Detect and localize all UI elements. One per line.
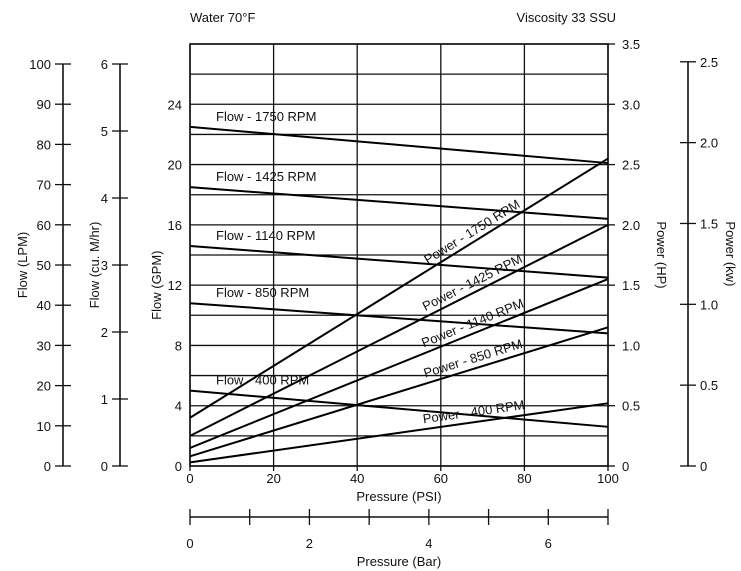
side-scale-tick-label: 4 [101, 191, 108, 206]
side-scale-tick-label: 60 [37, 218, 51, 233]
flow-line [189, 244, 609, 279]
side-scale-label: Flow (LPM) [15, 232, 30, 298]
flow-series-label: Flow - 1140 RPM [216, 228, 315, 243]
flow-series-label: Flow - 1750 RPM [216, 109, 316, 124]
y-tick-label: 24 [168, 97, 182, 112]
right-axis-tick-label: 2.0 [622, 218, 640, 233]
y-tick-label: 4 [175, 399, 182, 414]
flow-series-label: Flow - 850 RPM [216, 285, 309, 300]
right-axis-tick-label: 1.5 [622, 278, 640, 293]
x-tick-label: 20 [266, 471, 280, 486]
power-line [189, 278, 609, 449]
side-scale-tick-label: 10 [37, 419, 51, 434]
side-scale-tick-label: 1.0 [700, 297, 718, 312]
side-scale-tick-label: 1 [101, 392, 108, 407]
y-tick-label: 8 [175, 338, 182, 353]
side-scale-tick-label: 2.5 [700, 55, 718, 70]
x-tick-label: 60 [434, 471, 448, 486]
x-tick-label: 100 [597, 471, 619, 486]
side-scale-tick-label: 50 [37, 258, 51, 273]
side-scale-tick-label: 0 [44, 459, 51, 474]
bar-axis-tick-label: 0 [186, 536, 193, 551]
y-tick-label: 16 [168, 218, 182, 233]
right-axis-tick-label: 2.5 [622, 158, 640, 173]
side-scale-tick-label: 0.5 [700, 378, 718, 393]
right-axis-tick-label: 0.5 [622, 399, 640, 414]
flow-series-label: Flow - 1425 RPM [216, 169, 316, 184]
power-line [189, 157, 609, 419]
header-viscosity: Viscosity 33 SSU [517, 10, 616, 25]
flow-line [189, 186, 609, 220]
side-scale-tick-label: 2 [101, 325, 108, 340]
side-scale-tick-label: 70 [37, 178, 51, 193]
y-tick-label: 20 [168, 158, 182, 173]
side-scale-tick-label: 2.0 [700, 136, 718, 151]
power-line [189, 223, 609, 437]
bar-axis-tick-label: 2 [306, 536, 313, 551]
side-scale-tick-label: 1.5 [700, 216, 718, 231]
side-scale-tick-label: 3 [101, 258, 108, 273]
right-axis-tick-label: 1.0 [622, 338, 640, 353]
flow-line [189, 389, 609, 428]
side-scale-tick-label: 0 [101, 459, 108, 474]
right-axis-tick-label: 0 [622, 459, 629, 474]
flow-line [189, 125, 609, 165]
side-scale-tick-label: 0 [700, 459, 707, 474]
x-axis-label: Pressure (PSI) [356, 489, 441, 504]
y-tick-label: 0 [175, 459, 182, 474]
right-axis-tick-label: 3.0 [622, 97, 640, 112]
flow-series-label: Flow - 400 RPM [216, 373, 309, 388]
side-scale-tick-label: 20 [37, 379, 51, 394]
right-axis-tick-label: 3.5 [622, 37, 640, 52]
right-axis-label: Power (HP) [654, 221, 669, 288]
side-scale-tick-label: 100 [29, 57, 51, 72]
side-scale-tick-label: 80 [37, 137, 51, 152]
side-scale-tick-label: 40 [37, 298, 51, 313]
x-tick-label: 40 [350, 471, 364, 486]
side-scale-tick-label: 90 [37, 97, 51, 112]
x-tick-label: 0 [186, 471, 193, 486]
side-scale-tick-label: 30 [37, 338, 51, 353]
side-scale-label: Power (kw) [723, 221, 738, 286]
side-scale-tick-label: 6 [101, 57, 108, 72]
side-scale-tick-label: 5 [101, 124, 108, 139]
bar-axis-tick-label: 4 [425, 536, 432, 551]
y-axis-label: Flow (GPM) [149, 250, 164, 319]
bar-axis-tick-label: 6 [545, 536, 552, 551]
power-line [189, 326, 609, 458]
header-water-temp: Water 70°F [190, 10, 255, 25]
x-tick-label: 80 [517, 471, 531, 486]
flow-line [189, 302, 609, 335]
plot-frame [189, 43, 609, 467]
power-line [189, 402, 609, 464]
y-tick-label: 12 [168, 278, 182, 293]
side-scale-label: Flow (cu. M/hr) [87, 222, 102, 309]
bar-axis-label: Pressure (Bar) [357, 554, 442, 569]
